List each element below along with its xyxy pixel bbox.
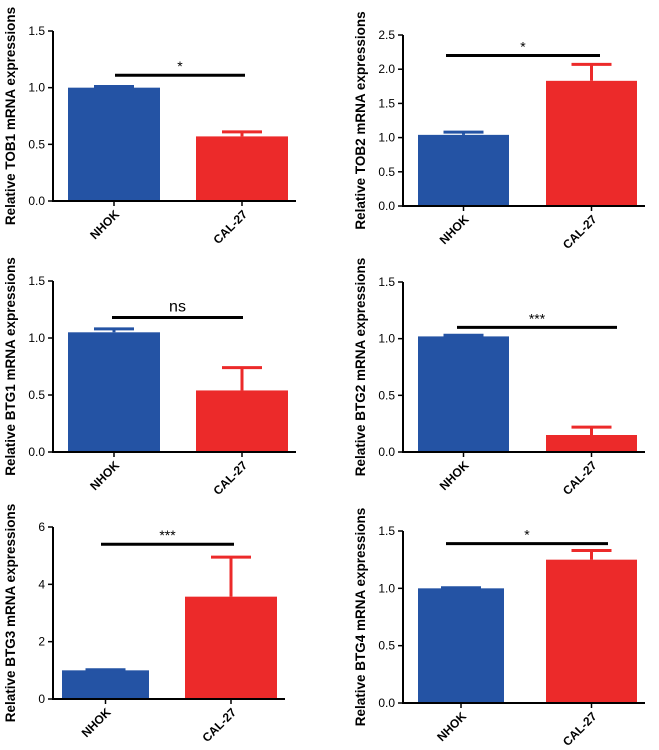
significance-label: * [520, 39, 526, 55]
chart-panel-4: 0.0 0.5 1.0 1.5 NHOK CAL-27 Relative BTG2 mRNA… [353, 258, 645, 498]
y-tick-label: 0.0 [378, 445, 395, 459]
y-tick-label: 0.5 [378, 639, 395, 653]
y-tick-label: 1.0 [378, 131, 395, 145]
significance-label: * [177, 58, 183, 74]
x-tick-label-cal-27: CAL-27 [560, 212, 600, 252]
y-tick-label: 6 [38, 520, 45, 534]
y-tick-label: 0.5 [378, 165, 395, 179]
bar-nhok [68, 332, 160, 452]
x-tick-label-nhok: NHOK [79, 705, 114, 740]
x-tick-label-nhok: NHOK [437, 212, 472, 247]
y-tick-label: 1.0 [28, 331, 45, 345]
x-tick-label-cal-27: CAL-27 [200, 705, 240, 745]
y-tick-label: 2.5 [378, 28, 395, 42]
bar-cal-27 [196, 136, 288, 201]
y-tick-label: 0.0 [28, 445, 45, 459]
y-axis-title: Relative TOB1 mRNA expressions [3, 7, 18, 225]
y-tick-label: 0.0 [28, 194, 45, 208]
y-tick-label: 2 [38, 635, 45, 649]
x-tick-label-cal-27: CAL-27 [560, 458, 600, 498]
significance-label: * [524, 527, 530, 543]
y-tick-label: 1.0 [378, 581, 395, 595]
bar-cal-27 [546, 559, 637, 703]
x-tick-label-nhok: NHOK [87, 207, 122, 242]
y-tick-label: 1.0 [378, 332, 395, 346]
chart-panel-2: 0.0 0.5 1.0 1.5 2.0 2.5 NHOK CAL-27 Relative TOB… [353, 11, 645, 252]
bar-cal-27 [196, 390, 288, 452]
y-tick-label: 0.5 [28, 388, 45, 402]
y-axis-title: Relative BTG4 mRNA expressions [353, 508, 368, 727]
bar-cal-27 [546, 80, 637, 206]
y-tick-label: 0.5 [28, 137, 45, 151]
chart-panel-5: 0 2 4 6 NHOK CAL-27 Relative BTG3 mRNA express… [3, 504, 285, 745]
x-tick-label-nhok: NHOK [437, 458, 472, 493]
y-axis-title: Relative BTG1 mRNA expressions [3, 257, 18, 476]
significance-label: *** [529, 310, 546, 326]
y-tick-label: 0.5 [378, 388, 395, 402]
bar-cal-27 [185, 596, 277, 699]
bar-nhok [418, 134, 509, 206]
y-tick-label: 0.0 [378, 696, 395, 710]
y-tick-label: 1.5 [28, 274, 45, 288]
bar-nhok [68, 87, 160, 201]
x-tick-label-cal-27: CAL-27 [211, 207, 251, 247]
y-axis-title: Relative TOB2 mRNA expressions [353, 11, 368, 229]
significance-label: *** [159, 527, 176, 543]
y-tick-label: 4 [38, 577, 45, 591]
y-tick-label: 1.0 [28, 81, 45, 95]
chart-panel-1: 0.0 0.5 1.0 1.5 NHOK CAL-27 Relative TOB1 mRNA… [3, 7, 296, 247]
y-tick-label: 0 [38, 692, 45, 706]
y-axis-title: Relative BTG3 mRNA expressions [3, 504, 18, 723]
y-tick-label: 1.5 [378, 275, 395, 289]
y-tick-label: 1.5 [378, 96, 395, 110]
y-tick-label: 1.5 [28, 24, 45, 38]
y-axis-title: Relative BTG2 mRNA expressions [353, 258, 368, 477]
y-tick-label: 1.5 [378, 524, 395, 538]
chart-panel-3: 0.0 0.5 1.0 1.5 NHOK CAL-27 Relative BTG1 mRNA… [3, 257, 296, 498]
significance-label: ns [169, 298, 186, 315]
x-tick-label-cal-27: CAL-27 [560, 709, 600, 749]
y-tick-label: 2.0 [378, 62, 395, 76]
x-tick-label-nhok: NHOK [434, 709, 469, 744]
x-tick-label-nhok: NHOK [87, 458, 122, 493]
bar-nhok [62, 670, 149, 699]
chart-panel-6: 0.0 0.5 1.0 1.5 NHOK CAL-27 Relative BTG4 mRNA… [353, 508, 645, 749]
y-tick-label: 0.0 [378, 199, 395, 213]
x-tick-label-cal-27: CAL-27 [211, 458, 251, 498]
bar-nhok [418, 336, 509, 452]
bar-nhok [418, 588, 504, 703]
bar-cal-27 [546, 435, 637, 452]
